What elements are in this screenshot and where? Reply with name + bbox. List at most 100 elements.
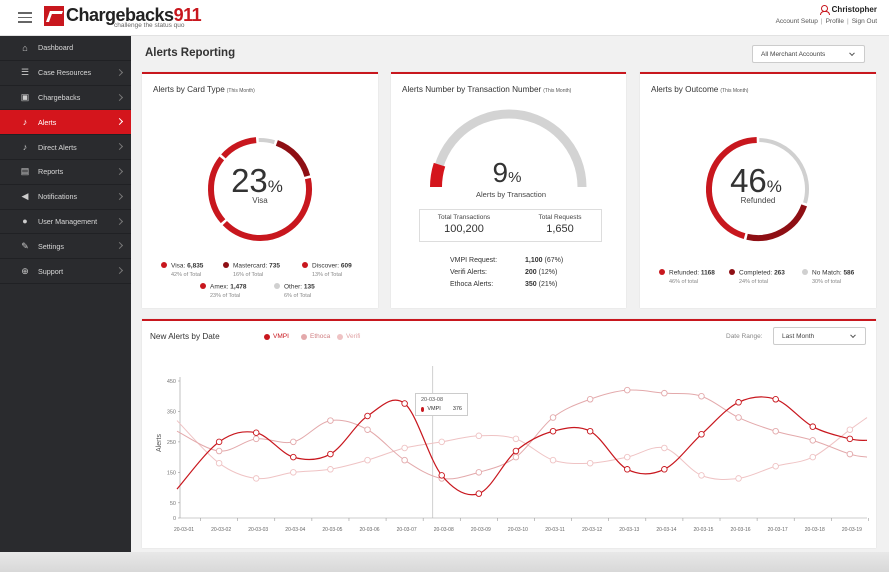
legend-dot xyxy=(264,333,270,340)
gauge-track xyxy=(431,109,587,188)
legend-value: 6,835 xyxy=(187,262,204,270)
point-vmpi xyxy=(475,490,483,497)
date-range-select[interactable]: Last Month xyxy=(773,327,866,345)
point-vmpi xyxy=(661,466,668,473)
merchant-account-select[interactable]: All Merchant Accounts xyxy=(752,45,865,63)
brand-number: 911 xyxy=(173,5,202,25)
transaction-gauge: 9% Alerts by Transaction xyxy=(430,109,587,199)
money-icon: ▣ xyxy=(20,91,30,102)
legend-ethoca[interactable]: Ethoca xyxy=(301,333,330,340)
legend-sub: 46% of total xyxy=(669,278,699,285)
point-ethoca xyxy=(252,435,260,443)
legend-sub: 13% of Total xyxy=(312,271,343,278)
sidebar-item-user-management[interactable]: ● User Management xyxy=(0,210,131,235)
card-title-note: (This Month) xyxy=(226,88,255,94)
point-verifi xyxy=(698,472,705,479)
legend-dot xyxy=(161,262,167,268)
megaphone-icon: ◀ xyxy=(21,191,29,202)
logo-mark-icon xyxy=(44,6,64,26)
x-tick-label: 20-03-02 xyxy=(211,527,231,533)
divider: | xyxy=(820,18,823,25)
user-menu[interactable]: Christopher xyxy=(776,5,877,15)
legend-label: Verifi xyxy=(346,333,361,340)
tooltip-series: VMPI xyxy=(427,406,441,412)
legend-dot xyxy=(337,333,343,340)
legend-dot xyxy=(729,269,735,275)
legend-value: 1,478 xyxy=(230,283,247,291)
row-label: Ethoca Alerts: xyxy=(450,281,494,288)
sidebar-item-reports[interactable]: ▤ Reports xyxy=(0,160,131,185)
chevron-right-icon xyxy=(115,192,124,200)
legend-name: Mastercard: xyxy=(233,262,268,270)
account-setup-link[interactable]: Account Setup xyxy=(775,18,818,25)
legend-value: 135 xyxy=(303,283,315,291)
sign-out-link[interactable]: Sign Out xyxy=(851,18,877,25)
chevron-right-icon xyxy=(115,267,124,275)
home-icon: ⌂ xyxy=(22,42,28,53)
point-ethoca xyxy=(809,437,817,444)
legend-dot xyxy=(302,262,308,268)
total-requests-value: 1,650 xyxy=(546,223,574,235)
report-icon: ▤ xyxy=(20,166,30,177)
card-alerts-by-outcome: Alerts by Outcome (This Month) 46% Refund… xyxy=(640,72,876,308)
legend-sub: 23% of Total xyxy=(210,292,241,299)
legend-verifi[interactable]: Verifi xyxy=(337,333,360,340)
sidebar-item-dashboard[interactable]: ⌂ Dashboard xyxy=(0,36,131,61)
sidebar-item-label: Notifications xyxy=(38,192,78,202)
tooltip-dot xyxy=(421,406,425,412)
brand-tagline: challenge the status quo xyxy=(114,22,185,29)
legend-name: Visa: xyxy=(171,262,186,270)
legend-vmpi[interactable]: VMPI xyxy=(264,333,289,340)
card-type-center-label: Visa xyxy=(252,196,268,205)
point-vmpi xyxy=(438,472,445,479)
sidebar-item-label: Reports xyxy=(38,167,64,177)
total-transactions-label: Total Transactions xyxy=(437,214,491,221)
transaction-center-label: Alerts by Transaction xyxy=(476,190,546,199)
point-ethoca xyxy=(512,453,520,461)
donut-segment-refunded xyxy=(706,137,757,240)
bottom-gutter xyxy=(0,552,889,572)
card-alerts-by-card-type: Alerts by Card Type (This Month) 23% Visa… xyxy=(142,72,378,308)
vmpi-request-row: VMPI Request: 1,100 (67%) xyxy=(450,257,563,264)
legend-name: Discover: xyxy=(312,262,340,270)
x-tick-label: 20-03-14 xyxy=(656,527,676,533)
bell-icon: ♪ xyxy=(22,117,28,128)
point-vmpi xyxy=(809,423,817,430)
card-new-alerts-by-date: New Alerts by Date VMPI Ethoca Verifi Da… xyxy=(142,319,876,548)
point-vmpi xyxy=(586,427,594,435)
legend-label: Ethoca xyxy=(310,333,331,340)
sidebar-item-label: Dashboard xyxy=(38,43,74,53)
hamburger-menu-icon[interactable] xyxy=(18,12,32,23)
sidebar-item-case-resources[interactable]: ☰ Case Resources xyxy=(0,61,131,86)
sidebar-item-support[interactable]: ⊕ Support xyxy=(0,259,131,284)
date-range-label: Date Range: xyxy=(726,333,763,340)
legend-value: 586 xyxy=(843,269,855,277)
transaction-percent: 9% xyxy=(493,157,522,188)
y-tick-label: 250 xyxy=(167,440,176,446)
total-requests-label: Total Requests xyxy=(538,214,582,221)
point-ethoca xyxy=(401,456,408,464)
sidebar-item-direct-alerts[interactable]: ♪ Direct Alerts xyxy=(0,135,131,160)
point-vmpi xyxy=(549,427,557,435)
donut-segment-discover xyxy=(221,137,257,159)
sidebar-item-alerts[interactable]: ♪ Alerts xyxy=(0,110,131,136)
chevron-right-icon xyxy=(115,217,124,225)
card-alerts-by-transaction: Alerts Number by Transaction Number (This… xyxy=(391,72,626,308)
sidebar-item-chargebacks[interactable]: ▣ Chargebacks xyxy=(0,86,131,111)
profile-link[interactable]: Profile xyxy=(825,18,844,25)
card-title: Alerts Number by Transaction Number (This… xyxy=(402,85,571,94)
legend-refunded: Refunded: 1168 46% of total xyxy=(659,269,715,285)
chevron-right-icon xyxy=(115,143,124,151)
sidebar-item-settings[interactable]: ✎ Settings xyxy=(0,234,131,260)
legend-dot xyxy=(301,333,307,340)
brand-logo[interactable]: Chargebacks911 challenge the status quo xyxy=(44,5,202,30)
point-vmpi xyxy=(512,447,520,455)
point-vmpi xyxy=(698,431,705,438)
legend-sub: 16% of Total xyxy=(233,271,264,278)
top-header: Chargebacks911 challenge the status quo … xyxy=(0,0,889,36)
chevron-right-icon xyxy=(115,68,124,76)
point-ethoca xyxy=(549,414,557,421)
sidebar-item-notifications[interactable]: ◀ Notifications xyxy=(0,185,131,210)
point-vmpi xyxy=(624,466,631,473)
point-verifi xyxy=(327,466,334,473)
